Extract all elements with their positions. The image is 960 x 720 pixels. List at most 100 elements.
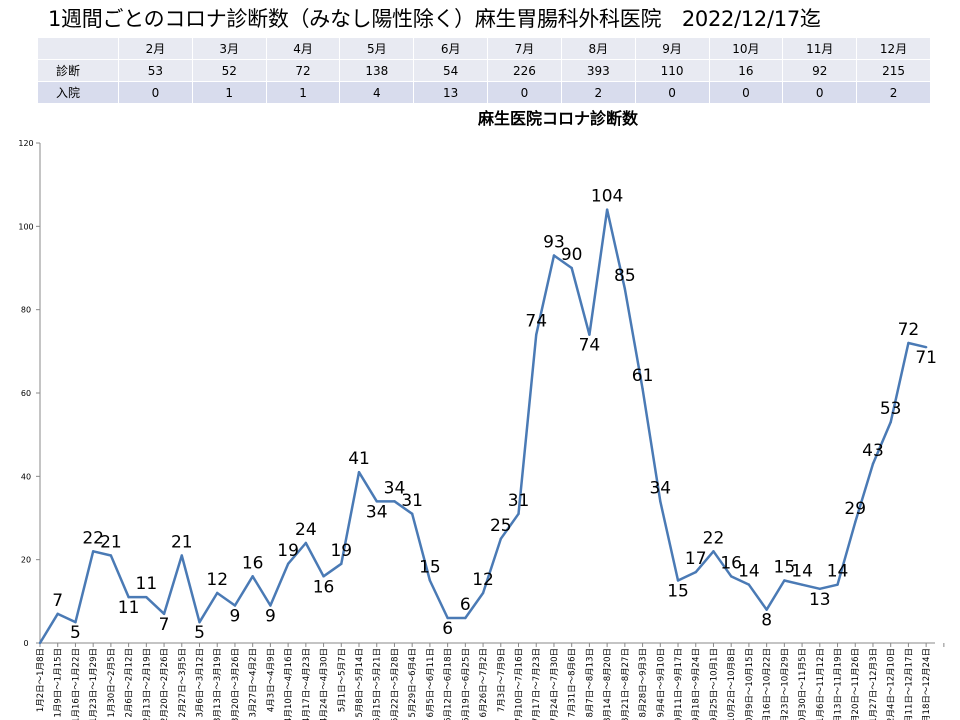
table-corner-cell [38,38,119,60]
x-tick-label: 10月9日〜10月15日 [745,648,755,720]
data-point [676,579,680,582]
data-label-group: 7522211111721512916919241619413434311566… [52,187,937,644]
data-point [428,579,432,582]
x-tick-label: 12月11日〜12月17日 [904,648,914,720]
data-label: 22 [82,528,104,548]
data-point [446,616,449,620]
x-tick-label: 11月6日〜11月12日 [816,648,826,720]
data-point [552,254,556,257]
x-tick-label: 8月14日〜8月20日 [603,648,613,720]
x-tick-label: 4月3日〜4月9日 [266,648,276,712]
table-value-cell: 2 [856,81,931,104]
month-header-cell: 7月 [487,38,562,60]
x-tick-label: 9月18日〜9月24日 [692,648,702,720]
x-tick-label: 7月31日〜8月6日 [568,648,578,718]
x-tick-label: 3月27日〜4月2日 [249,648,259,718]
data-label: 17 [685,549,707,569]
data-point [694,570,697,574]
data-label: 74 [579,336,601,356]
data-label: 31 [401,491,423,511]
data-label: 61 [632,366,654,386]
table-value-cell: 54 [413,59,489,82]
x-tick-label: 2月27日〜3月5日 [178,648,188,718]
data-label: 7 [52,591,63,611]
data-point [357,470,361,474]
data-point [907,341,910,345]
table-value-cell: 16 [709,59,784,82]
data-point [889,420,892,424]
data-label: 24 [295,520,317,540]
table-row: 診断 53 52 72 138 54 226 393 110 16 92 215 [38,59,931,82]
x-tick-label: 10月23日〜10月29日 [780,648,790,720]
x-tick-label: 1月30日〜2月5日 [107,648,117,718]
data-point [198,620,201,624]
x-tick-label: 1月16日〜1月22日 [71,648,81,720]
data-point [269,604,272,607]
month-header-cell: 4月 [266,38,341,60]
data-point [74,620,77,624]
x-tick-label: 10月2日〜10月8日 [727,648,737,720]
table-value-cell: 72 [266,59,341,82]
data-label: 21 [100,533,122,553]
month-header-cell: 5月 [339,38,415,60]
x-tick-label: 1月23日〜1月29日 [89,648,99,720]
data-label: 9 [230,607,241,627]
data-point [517,512,520,516]
x-tick-label: 11月27日〜12月3日 [869,648,879,720]
x-tick-label: 4月10日〜4月16日 [284,648,294,720]
data-point [499,537,502,541]
data-label: 41 [348,449,370,469]
data-label: 15 [667,582,689,602]
data-label: 12 [472,570,494,590]
monthly-summary-table: 2月 3月 4月 5月 6月 7月 8月 9月 10月 11月 12月 診断 53 52 72 138 54 2… [38,38,931,104]
data-point [659,500,662,503]
y-tick-label: 120 [18,139,33,148]
data-label: 104 [591,187,623,207]
data-label: 71 [915,348,937,368]
data-point [145,595,148,599]
data-point [623,287,627,291]
x-tick-label: 6月5日〜6月11日 [426,648,436,718]
table-value-cell: 1 [266,81,341,104]
data-label: 11 [136,574,158,594]
x-tick-label: 3月6日〜3月12日 [196,648,206,718]
data-point [712,550,715,553]
table-header-row: 2月 3月 4月 5月 6月 7月 8月 9月 10月 11月 12月 [38,38,931,60]
data-point [747,583,751,586]
x-tick-label: 5月1日〜5月7日 [337,648,347,712]
x-tick-label: 7月17日〜7月23日 [532,648,542,720]
x-tick-label: 8月28日〜9月3日 [639,648,649,718]
data-label: 16 [720,553,742,573]
page-title: 1週間ごとのコロナ診断数（みなし陽性除く）麻生胃腸科外科医院 2022/12/1… [48,7,821,31]
x-tick-label: 11月20日〜11月26日 [851,648,861,720]
x-tick-label: 5月29日〜6月4日 [408,648,418,718]
data-point [871,462,875,466]
table-value-cell: 2 [561,81,636,104]
data-label: 74 [525,312,547,332]
x-tick-label: 1月9日〜1月15日 [54,648,64,718]
month-header-cell: 11月 [782,38,858,60]
data-point [641,387,644,391]
row-label-cell: 入院 [38,81,119,104]
data-label: 19 [277,541,299,561]
data-label: 21 [171,533,193,553]
data-point [854,520,857,524]
data-point [127,595,130,599]
x-tick-label: 5月8日〜5月14日 [355,648,365,718]
data-point [464,616,467,620]
month-header-cell: 2月 [118,38,193,60]
x-tick-label: 8月21日〜8月27日 [621,648,631,720]
x-tick-label: 10月30日〜11月5日 [798,648,808,720]
data-label: 14 [738,562,760,582]
data-point [924,345,928,349]
data-point [251,575,254,578]
x-tick-label: 5月15日〜5月21日 [373,648,383,720]
table-value-cell: 53 [118,59,193,82]
month-header-cell: 6月 [413,38,489,60]
data-point [304,541,308,545]
data-label: 15 [419,558,441,578]
x-tick-label: 10月16日〜10月22日 [763,648,773,720]
x-tick-label: 1月2日〜1月8日 [36,648,46,712]
data-label: 22 [703,528,725,548]
table-value-cell: 4 [339,81,415,104]
